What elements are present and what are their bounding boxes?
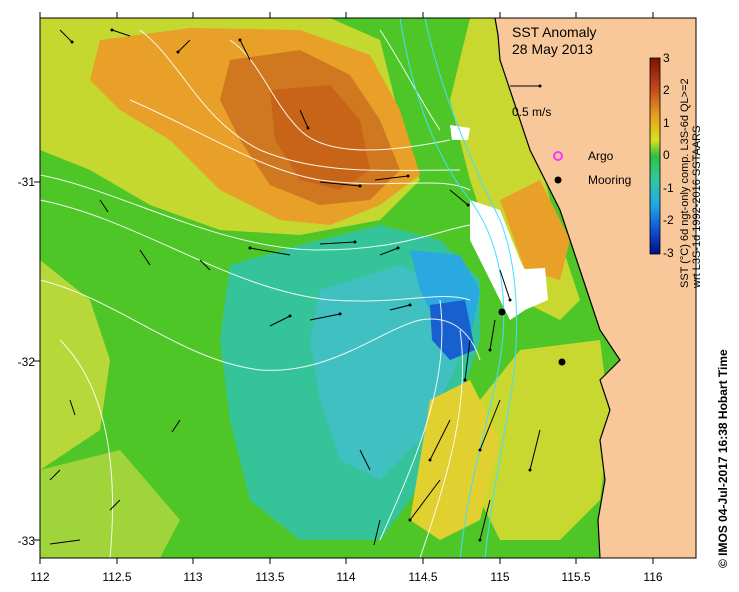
x-tick-114.5: 114.5 [408, 570, 437, 584]
land-mass [495, 18, 696, 558]
cb-tick-2: 1 [663, 116, 670, 130]
mooring-legend-marker [554, 176, 562, 184]
argo-legend-label: Argo [588, 149, 614, 163]
x-tick-112: 112 [30, 570, 49, 584]
cb-tick-6: -3 [663, 246, 674, 260]
mooring-marker-2 [558, 358, 566, 366]
map-date: 28 May 2013 [512, 41, 593, 57]
x-tick-113: 113 [183, 570, 202, 584]
sea-level-contours [40, 29, 481, 558]
y-tick-31: -31 [18, 175, 36, 189]
cb-tick-4: -1 [663, 181, 674, 195]
x-tick-112.5: 112.5 [102, 570, 131, 584]
cb-tick-3: 0 [663, 148, 670, 162]
plot-frame [39, 17, 697, 559]
mooring-marker-1 [498, 308, 506, 316]
cb-tick-1: 2 [663, 83, 670, 97]
coastline [494, 18, 621, 558]
x-tick-116: 116 [643, 570, 662, 584]
y-tick-33: -33 [18, 534, 36, 548]
y-axis: -31 -32 -33 [18, 175, 40, 548]
map-title: SST Anomaly [512, 24, 597, 40]
cb-tick-5: -2 [663, 213, 674, 227]
x-tick-115: 115 [490, 570, 509, 584]
argo-legend-marker [553, 151, 563, 161]
colorbar-caption-1: SST (°C) 6d ngt-only comp. L3S-6d QL>=2 [679, 78, 691, 288]
x-axis: 112 112.5 113 113.5 114 114.5 115 115.5 … [30, 12, 663, 584]
x-tick-114: 114 [336, 570, 355, 584]
arrow-heads [70, 28, 542, 542]
sst-field [40, 18, 696, 558]
mooring-legend-label: Mooring [588, 173, 631, 187]
cb-tick-0: 3 [663, 51, 670, 65]
colorbar-caption-2: wrt L3S-1d 1992-2016 SSTAARS [691, 126, 703, 289]
colorbar [649, 57, 661, 255]
x-tick-113.5: 113.5 [255, 570, 284, 584]
x-tick-115.5: 115.5 [561, 570, 590, 584]
imos-credit: © IMOS 04-Jul-2017 16:38 Hobart Time [716, 349, 730, 568]
y-tick-32: -32 [18, 355, 36, 369]
scale-label: 0.5 m/s [512, 105, 551, 119]
colorbar-ticks: 3 2 1 0 -1 -2 -3 [663, 51, 674, 260]
current-vectors [49, 29, 541, 546]
